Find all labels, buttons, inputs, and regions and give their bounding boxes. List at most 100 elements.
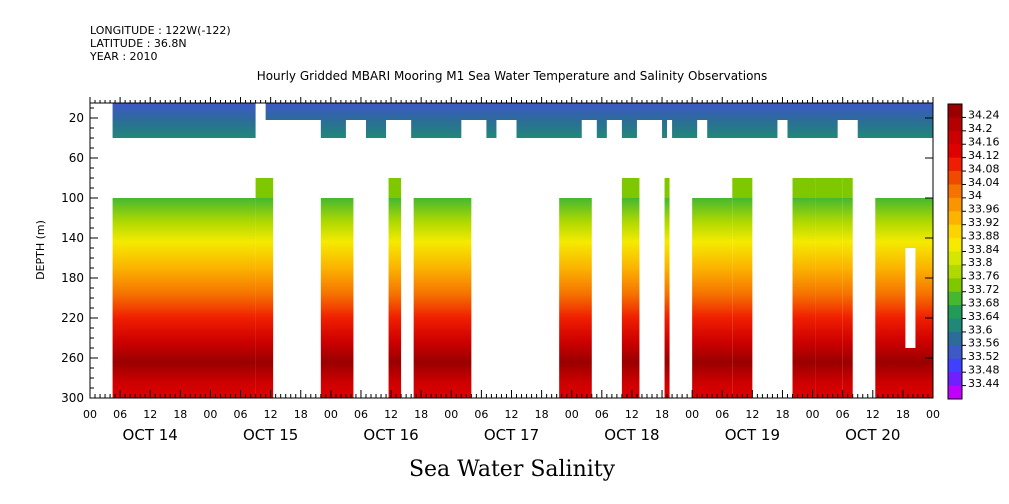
colorbar-label: 33.8 xyxy=(968,256,993,269)
colorbar-swatch xyxy=(948,345,962,360)
surface-gap xyxy=(496,120,517,138)
x-axis: 00 06 12 18 00 06 12 18 00 06 12 18 00 06 12 18 00 06 12 18… xyxy=(83,97,940,444)
x-hour-label: 12 xyxy=(625,408,639,421)
colorbar-swatch xyxy=(948,197,962,212)
x-hour-label: 06 xyxy=(715,408,729,421)
data-column-cap xyxy=(255,178,274,198)
y-axis-label: DEPTH (m) xyxy=(34,220,47,280)
colorbar-swatch xyxy=(948,385,962,400)
data-column xyxy=(842,198,853,398)
y-tick-label: 20 xyxy=(69,111,84,125)
y-tick-label: 220 xyxy=(61,311,84,325)
colorbar-label: 33.56 xyxy=(968,337,1000,350)
data-column xyxy=(621,198,640,398)
x-hour-label: 18 xyxy=(896,408,910,421)
y-axis: 20 60 100 140 180 220 260 300 xyxy=(61,107,933,405)
colorbar-label: 33.48 xyxy=(968,363,1000,376)
x-day-label: OCT 19 xyxy=(725,426,780,444)
surface-gap xyxy=(461,120,487,138)
surface-band-fill xyxy=(112,103,933,138)
data-column-cap xyxy=(388,178,402,198)
y-tick-label: 100 xyxy=(61,191,84,205)
x-hour-label: 18 xyxy=(535,408,549,421)
colorbar-swatch xyxy=(948,372,962,387)
x-hour-label: 06 xyxy=(354,408,368,421)
data-column-cap xyxy=(732,178,753,198)
x-hour-label: 00 xyxy=(444,408,458,421)
surface-band xyxy=(112,103,933,138)
colorbar-swatch xyxy=(948,331,962,346)
colorbar-label: 34.24 xyxy=(968,109,1000,122)
colorbar-swatch xyxy=(948,117,962,132)
surface-gap xyxy=(345,120,366,138)
y-tick-label: 300 xyxy=(61,391,84,405)
x-axis-label: Sea Water Salinity xyxy=(409,457,616,482)
x-hour-label: 12 xyxy=(505,408,519,421)
x-hour-label: 00 xyxy=(565,408,579,421)
data-column xyxy=(559,198,592,398)
data-column-cap xyxy=(815,178,843,198)
x-day-label: OCT 16 xyxy=(363,426,418,444)
data-column xyxy=(112,198,256,398)
surface-gap xyxy=(260,120,321,138)
longitude-label: LONGITUDE : 122W(-122) xyxy=(90,24,231,37)
x-hour-label: 00 xyxy=(83,408,97,421)
x-day-label: OCT 15 xyxy=(243,426,298,444)
colorbar-swatch xyxy=(948,251,962,266)
colorbar-swatch xyxy=(948,184,962,199)
x-hour-label: 00 xyxy=(203,408,217,421)
data-column-cap xyxy=(792,178,816,198)
colorbar-label: 34.2 xyxy=(968,122,993,135)
colorbar-label: 33.76 xyxy=(968,270,1000,283)
latitude-label: LATITUDE : 36.8N xyxy=(90,37,187,50)
data-column xyxy=(732,198,753,398)
x-day-label: OCT 14 xyxy=(123,426,178,444)
colorbar-label: 33.84 xyxy=(968,243,1000,256)
x-hour-label: 12 xyxy=(264,408,278,421)
colorbar-swatch xyxy=(948,278,962,293)
chart-title: Hourly Gridded MBARI Mooring M1 Sea Wate… xyxy=(257,69,768,83)
colorbar-label: 33.88 xyxy=(968,229,1000,242)
data-column xyxy=(875,198,933,398)
y-tick-label: 60 xyxy=(69,151,84,165)
x-hour-label: 06 xyxy=(474,408,488,421)
x-hour-label: 18 xyxy=(173,408,187,421)
data-column xyxy=(815,198,843,398)
data-column-cap xyxy=(621,178,640,198)
x-hour-label: 12 xyxy=(384,408,398,421)
colorbar-swatch xyxy=(948,358,962,373)
surface-gap xyxy=(667,120,673,138)
colorbar-label: 34.04 xyxy=(968,176,1000,189)
colorbar-swatch xyxy=(948,171,962,185)
x-hour-label: 06 xyxy=(836,408,850,421)
x-hour-label: 06 xyxy=(595,408,609,421)
colorbar-label: 33.72 xyxy=(968,283,1000,296)
colorbar: 34.2434.234.1634.1234.0834.043433.9633.9… xyxy=(947,103,1000,400)
x-hour-label: 18 xyxy=(294,408,308,421)
colorbar-label: 34.12 xyxy=(968,149,1000,162)
colorbar-label: 33.64 xyxy=(968,310,1000,323)
colorbar-label: 34.08 xyxy=(968,162,1000,175)
surface-gap xyxy=(581,120,597,138)
data-column xyxy=(255,198,274,398)
x-hour-label: 06 xyxy=(113,408,127,421)
x-hour-label: 12 xyxy=(143,408,157,421)
colorbar-label: 33.6 xyxy=(968,323,993,336)
colorbar-swatch xyxy=(948,224,962,239)
colorbar-label: 33.92 xyxy=(968,216,1000,229)
data-column xyxy=(320,198,354,398)
colorbar-swatch xyxy=(948,305,962,320)
x-hour-label: 18 xyxy=(655,408,669,421)
colorbar-label: 33.52 xyxy=(968,350,1000,363)
x-hour-label: 00 xyxy=(806,408,820,421)
colorbar-swatch xyxy=(948,318,962,333)
colorbar-label: 33.44 xyxy=(968,377,1000,390)
y-tick-label: 180 xyxy=(61,271,84,285)
data-column xyxy=(792,198,816,398)
data-column xyxy=(413,198,472,398)
deep-band xyxy=(112,178,933,398)
y-tick-label: 140 xyxy=(61,231,84,245)
year-label: YEAR : 2010 xyxy=(90,50,158,63)
surface-gap xyxy=(697,120,708,138)
